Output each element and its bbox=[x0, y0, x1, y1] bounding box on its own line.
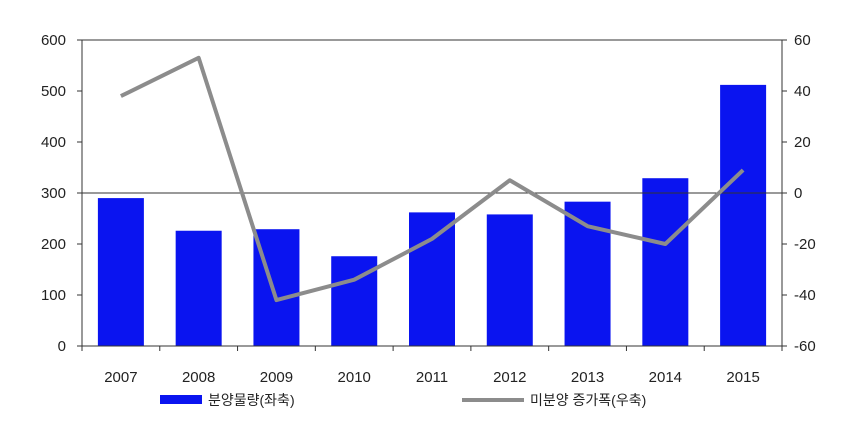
right-tick-label: -20 bbox=[794, 236, 816, 253]
right-tick-label: -40 bbox=[794, 287, 816, 304]
bar-2014 bbox=[642, 178, 688, 346]
left-tick-label: 300 bbox=[41, 185, 66, 202]
right-tick-label: 60 bbox=[794, 32, 811, 49]
legend-line-label: 미분양 증가폭(우축) bbox=[530, 392, 646, 408]
x-tick-label-2008: 2008 bbox=[182, 369, 215, 386]
left-tick-label: 600 bbox=[41, 32, 66, 49]
right-tick-label: 20 bbox=[794, 134, 811, 151]
left-tick-label: 200 bbox=[41, 236, 66, 253]
bar-2011 bbox=[409, 212, 455, 346]
left-tick-label: 500 bbox=[41, 83, 66, 100]
right-tick-label: -60 bbox=[794, 338, 816, 355]
right-axis-ticks: -60 -40 -20 0 20 40 60 bbox=[782, 32, 816, 355]
bar-2012 bbox=[487, 214, 533, 346]
x-tick-label-2011: 2011 bbox=[416, 369, 448, 386]
x-tick-label-2010: 2010 bbox=[338, 369, 371, 386]
bar-2007 bbox=[98, 198, 144, 346]
x-tick-label-2007: 2007 bbox=[104, 369, 137, 386]
x-axis-ticks: 2007 2008 2009 2010 2011 2012 2013 2014 2015 bbox=[82, 346, 782, 386]
x-tick-label-2014: 2014 bbox=[649, 369, 682, 386]
legend-bar-swatch bbox=[160, 395, 202, 404]
left-tick-label: 400 bbox=[41, 134, 66, 151]
right-tick-label: 40 bbox=[794, 83, 811, 100]
x-tick-label-2012: 2012 bbox=[493, 369, 526, 386]
right-tick-label: 0 bbox=[794, 185, 802, 202]
legend: 분양물량(좌축) 미분양 증가폭(우축) bbox=[160, 392, 646, 408]
left-tick-label: 100 bbox=[41, 287, 66, 304]
legend-bar-label: 분양물량(좌축) bbox=[208, 392, 295, 408]
left-tick-label: 0 bbox=[58, 338, 66, 355]
bar-series bbox=[98, 85, 766, 346]
bar-2015 bbox=[720, 85, 766, 346]
bar-2013 bbox=[565, 202, 611, 346]
x-tick-label-2009: 2009 bbox=[260, 369, 293, 386]
bar-2008 bbox=[176, 231, 222, 346]
x-tick-label-2015: 2015 bbox=[726, 369, 759, 386]
x-tick-label-2013: 2013 bbox=[571, 369, 604, 386]
left-axis-ticks: 0 100 200 300 400 500 600 bbox=[41, 32, 82, 355]
